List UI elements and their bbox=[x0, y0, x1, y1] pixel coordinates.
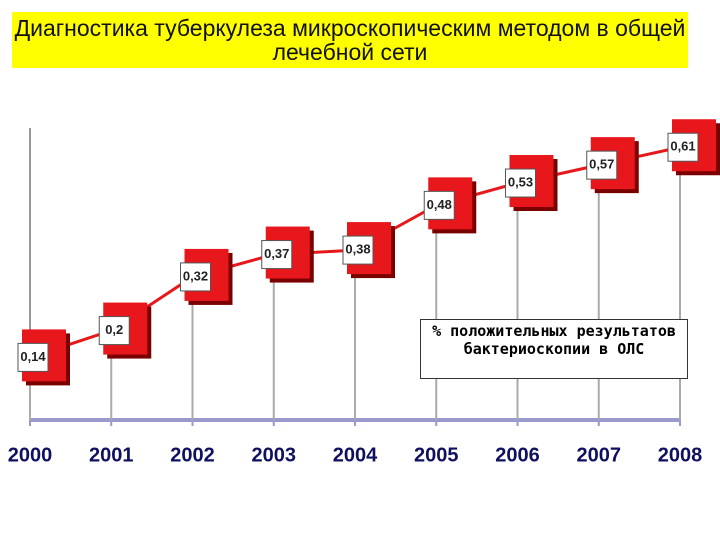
x-tick-label: 2001 bbox=[89, 444, 134, 466]
data-label: 0,48 bbox=[427, 197, 452, 212]
x-tick-label: 2004 bbox=[333, 444, 378, 466]
label-bg bbox=[261, 240, 293, 270]
label-bg bbox=[17, 342, 49, 372]
x-tick-label: 2003 bbox=[252, 444, 297, 466]
legend: % положительных результатов бактериоскоп… bbox=[420, 319, 688, 379]
data-label: 0,2 bbox=[105, 322, 123, 337]
label-bg bbox=[423, 190, 455, 220]
label-bg bbox=[667, 132, 699, 162]
label-bg bbox=[180, 262, 211, 292]
label-bg bbox=[342, 235, 374, 265]
data-label: 0,32 bbox=[183, 268, 208, 283]
data-label: 0,57 bbox=[589, 157, 614, 172]
x-tick-label: 2005 bbox=[414, 444, 459, 466]
data-label: 0,38 bbox=[345, 242, 370, 257]
label-bg bbox=[586, 150, 618, 180]
data-label: 0,61 bbox=[670, 139, 695, 154]
x-tick-label: 2000 bbox=[8, 444, 53, 466]
x-tick-label: 2006 bbox=[495, 444, 540, 466]
data-label: 0,53 bbox=[508, 174, 533, 189]
data-label: 0,14 bbox=[20, 349, 46, 364]
x-tick-label: 2008 bbox=[658, 444, 703, 466]
chart-title: Диагностика туберкулеза микроскопическим… bbox=[12, 12, 688, 68]
data-label: 0,37 bbox=[264, 246, 289, 261]
label-bg bbox=[505, 168, 536, 198]
x-tick-label: 2007 bbox=[577, 444, 622, 466]
x-tick-label: 2002 bbox=[170, 444, 215, 466]
label-bg bbox=[98, 316, 130, 346]
